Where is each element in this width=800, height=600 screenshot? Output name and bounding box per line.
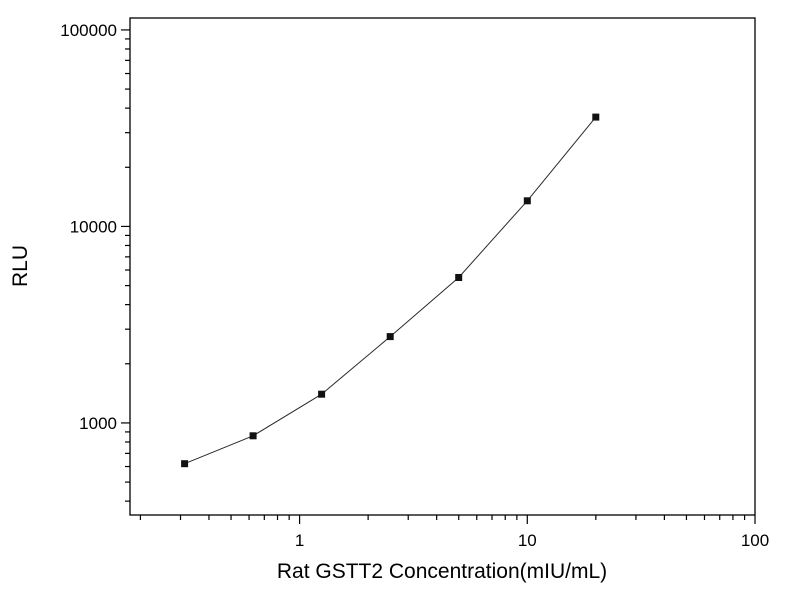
data-point-marker [455,274,463,281]
data-point-marker [386,333,394,341]
y-axis-label: RLU [9,245,32,287]
y-tick-label: 1000 [79,414,117,433]
data-line [184,116,597,465]
x-tick-label: 10 [518,531,537,550]
x-tick-label: 1 [295,531,304,550]
data-point-marker [318,390,326,398]
y-tick-label: 10000 [70,217,117,236]
plot-frame [129,17,756,516]
x-axis-label: Rat GSTT2 Concentration(mIU/mL) [277,560,607,583]
data-point-marker [181,460,189,468]
data-point-marker [592,113,600,121]
x-tick-label: 100 [741,531,769,550]
data-point-marker [249,432,257,440]
data-point-marker [523,197,531,205]
y-tick-label: 100000 [60,21,117,40]
